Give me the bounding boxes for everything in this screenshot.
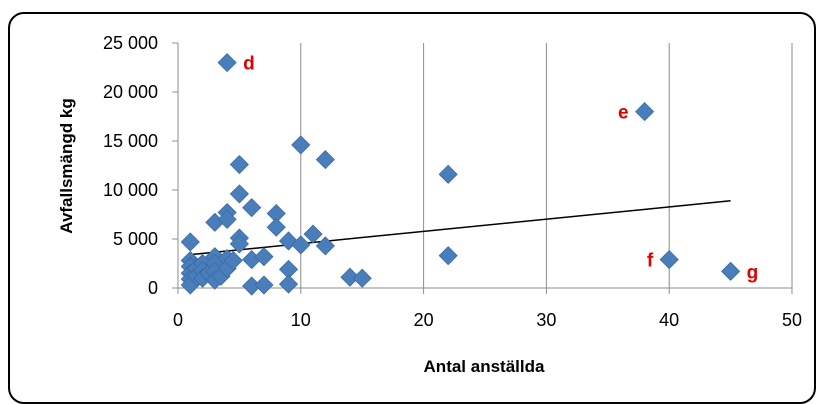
data-point [315,236,335,256]
annotation-label: g [747,262,759,283]
y-tick-labels: 0 5 000 10 000 15 000 20 000 25 000 [103,33,158,298]
trendline [190,200,731,256]
data-point [315,150,335,170]
x-tick-label: 40 [659,310,679,330]
axes [172,42,793,294]
data-point [254,275,274,295]
x-tick-label: 20 [414,310,434,330]
y-tick-label: 10 000 [103,180,158,200]
data-point [278,274,299,294]
y-tick-label: 20 000 [103,82,158,102]
data-point [635,102,655,122]
data-point [217,53,237,73]
data-point [291,235,311,255]
data-point [659,250,679,270]
data-point [180,232,200,252]
data-point [229,234,249,254]
data-point [223,250,243,271]
data-point [352,268,372,288]
y-tick-label: 5 000 [113,229,158,249]
gridlines [300,43,793,288]
annotation-label: d [243,54,255,75]
y-axis-title: Avfallsmängd kg [57,98,76,233]
x-tick-label: 0 [173,310,183,330]
x-tick-label: 50 [782,310,802,330]
data-point [266,217,286,237]
x-tick-label: 30 [536,310,556,330]
data-point [721,261,741,281]
y-tick-label: 25 000 [103,33,158,53]
data-point [242,198,262,218]
data-point [229,184,249,204]
annotation-label: e [618,103,629,124]
data-point [254,247,274,267]
x-tick-labels: 0 10 20 30 40 50 [173,310,802,330]
y-tick-label: 15 000 [103,131,158,151]
data-point [438,164,458,184]
data-point [340,267,360,287]
x-axis-title: Antal anställda [424,357,545,376]
x-tick-label: 10 [291,310,311,330]
data-point [303,224,323,244]
data-point [229,154,249,175]
annotation-label: f [647,251,654,272]
data-point [217,209,237,229]
annotations: d e f g [243,54,758,284]
data-point [438,246,458,266]
data-point [291,135,311,155]
data-points [180,53,741,296]
y-tick-label: 0 [148,278,158,298]
